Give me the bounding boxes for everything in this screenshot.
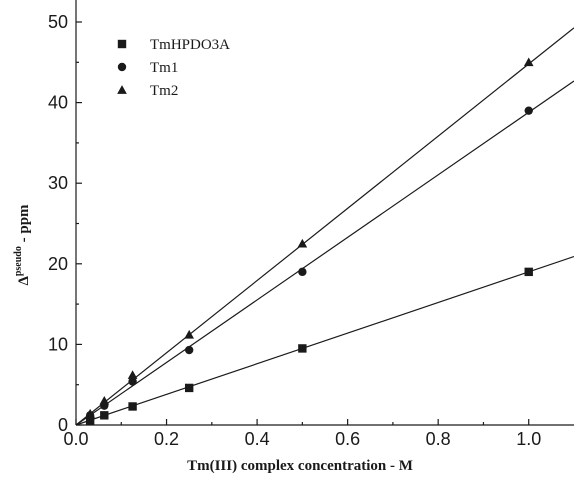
- axes: [75, 0, 574, 426]
- fit-lines: [75, 27, 574, 426]
- legend-marker: [117, 62, 127, 72]
- data-markers: [85, 57, 534, 426]
- y-axis-title-sup: pseudo: [13, 246, 24, 276]
- x-axis-title: Tm(III) complex concentration - M: [187, 458, 413, 474]
- x-tick-label: 0.0: [63, 429, 88, 449]
- y-tick-label: 50: [48, 12, 68, 32]
- y-ticks: 0 10 20 30 40 50: [48, 12, 82, 435]
- x-tick-label: 0.8: [426, 429, 451, 449]
- y-tick-label: 30: [48, 173, 68, 193]
- x-tick-label: 0.6: [335, 429, 360, 449]
- y-axis-title-main: Δ: [16, 276, 32, 286]
- data-point: [184, 383, 194, 393]
- data-point: [85, 416, 95, 426]
- data-point: [184, 329, 195, 339]
- data-point: [127, 370, 138, 379]
- y-tick-label: 0: [58, 415, 68, 435]
- data-point: [523, 57, 534, 67]
- y-axis-title-suffix: - ppm: [16, 204, 32, 246]
- fit-line: [75, 80, 574, 426]
- x-tick-label: 0.2: [154, 429, 179, 449]
- legend-marker: [117, 85, 127, 94]
- legend-marker: [117, 39, 127, 49]
- legend: TmHPDO3A Tm1 Tm2: [117, 37, 230, 99]
- fit-line: [75, 27, 574, 426]
- data-point: [524, 267, 533, 277]
- data-point: [184, 345, 194, 355]
- data-point: [100, 411, 109, 420]
- data-point: [297, 238, 308, 248]
- y-tick-label: 20: [48, 254, 68, 274]
- x-tick-label: 1.0: [516, 429, 541, 449]
- legend-label: TmHPDO3A: [150, 37, 230, 53]
- y-axis-title: Δpseudo - ppm: [13, 204, 32, 286]
- y-tick-label: 40: [48, 93, 68, 113]
- data-point: [298, 344, 307, 353]
- data-point: [128, 402, 137, 411]
- data-point: [85, 408, 95, 418]
- data-point: [128, 377, 137, 386]
- data-point: [298, 267, 307, 277]
- legend-label: Tm1: [150, 60, 178, 76]
- y-tick-label: 10: [48, 334, 68, 354]
- data-point: [99, 395, 110, 405]
- fit-line: [75, 255, 574, 426]
- legend-label: Tm2: [150, 83, 178, 99]
- data-point: [524, 106, 533, 115]
- x-ticks: 0.0 0.2 0.4 0.6 0.8 1.0: [63, 419, 541, 449]
- x-tick-label: 0.4: [245, 429, 270, 449]
